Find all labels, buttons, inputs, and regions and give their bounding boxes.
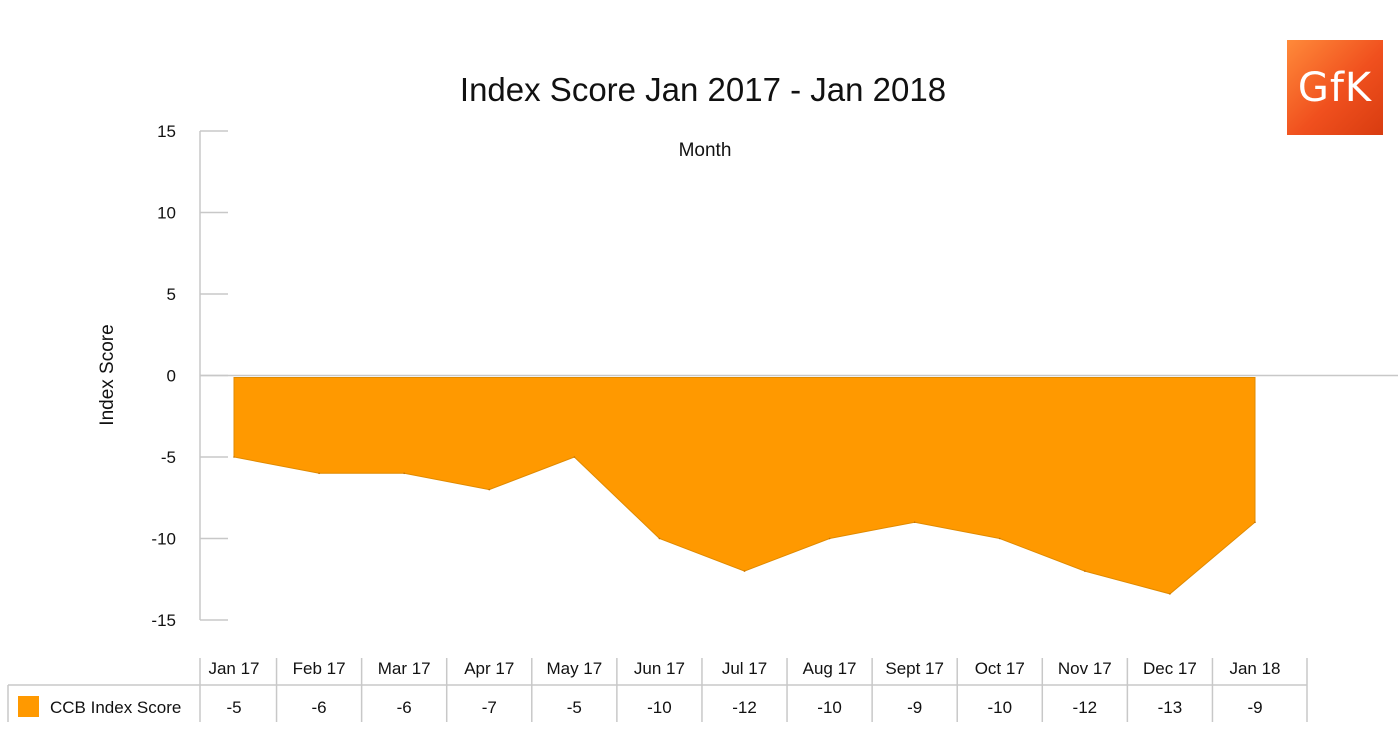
data-point-0 — [233, 456, 235, 458]
x-tick-label: Mar 17 — [378, 659, 431, 678]
x-tick-label: May 17 — [546, 659, 602, 678]
y-tick-label: -5 — [161, 448, 176, 467]
x-tick-label: Apr 17 — [464, 659, 514, 678]
data-label: -12 — [732, 698, 757, 717]
logo-text: GfK — [1297, 64, 1373, 111]
data-point-6 — [743, 570, 746, 572]
data-point-5 — [658, 537, 661, 540]
data-point-8 — [913, 521, 916, 523]
gfk-logo: GfK — [1287, 40, 1383, 135]
data-label: -5 — [226, 698, 241, 717]
x-tick-label: Aug 17 — [803, 659, 857, 678]
y-tick-label: 15 — [157, 122, 176, 141]
y-axis-label: Index Score — [97, 324, 118, 425]
data-point-12 — [1254, 521, 1256, 523]
data-point-3 — [488, 488, 491, 491]
data-label: -6 — [312, 698, 327, 717]
data-label: -9 — [907, 698, 922, 717]
data-label: -10 — [817, 698, 842, 717]
data-label: -12 — [1073, 698, 1098, 717]
y-tick-label: 0 — [167, 367, 176, 386]
x-axis-label: Month — [679, 140, 732, 161]
x-tick-label: Nov 17 — [1058, 659, 1112, 678]
x-tick-label: Feb 17 — [293, 659, 346, 678]
data-point-10 — [1084, 570, 1086, 572]
y-tick-label: 5 — [167, 285, 176, 304]
legend-label: CCB Index Score — [50, 698, 181, 717]
data-point-7 — [828, 537, 831, 540]
data-label: -7 — [482, 698, 497, 717]
data-point-11 — [1169, 593, 1171, 595]
data-point-1 — [318, 472, 320, 475]
x-tick-label: Jan 18 — [1229, 659, 1280, 678]
chart-title: Index Score Jan 2017 - Jan 2018 — [460, 71, 946, 108]
data-label: -10 — [647, 698, 672, 717]
area-series-ccb — [233, 377, 1256, 595]
data-label: -9 — [1247, 698, 1262, 717]
x-tick-label: Dec 17 — [1143, 659, 1197, 678]
legend-swatch — [18, 696, 39, 717]
y-tick-label: -15 — [151, 611, 176, 630]
x-tick-label: Jun 17 — [634, 659, 685, 678]
data-label: -13 — [1158, 698, 1183, 717]
x-tick-label: Oct 17 — [975, 659, 1025, 678]
data-label: -6 — [397, 698, 412, 717]
data-label: -5 — [567, 698, 582, 717]
x-tick-label: Sept 17 — [885, 659, 944, 678]
x-tick-label: Jul 17 — [722, 659, 767, 678]
data-point-9 — [998, 537, 1001, 540]
y-tick-label: -10 — [151, 530, 176, 549]
data-label: -10 — [987, 698, 1012, 717]
x-tick-label: Jan 17 — [208, 659, 259, 678]
data-point-4 — [573, 456, 576, 458]
y-tick-label: 10 — [157, 204, 176, 223]
data-point-2 — [403, 472, 405, 475]
plot-area: 15 10 5 0 -5 -10 -15 Jan 17 -5 Feb 17 -6 Mar 17 -6 Ap… — [7, 122, 1398, 722]
